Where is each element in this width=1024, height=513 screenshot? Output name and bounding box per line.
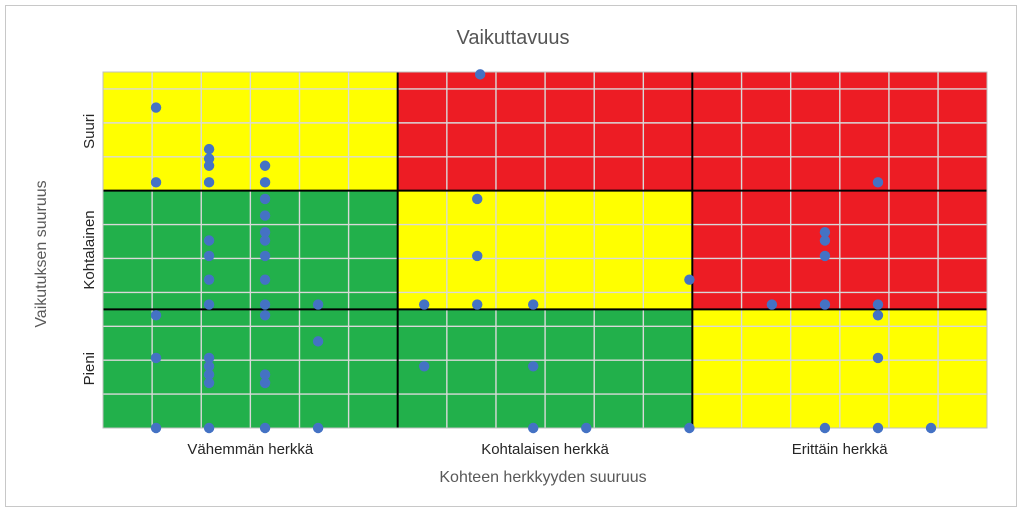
y-axis-title: Vaikutuksen suuruus [33,180,50,327]
data-point [528,361,539,372]
plot-area-outline [102,71,988,429]
data-point [150,177,162,188]
data-point [203,143,215,155]
data-point [259,377,271,389]
data-point [150,422,162,434]
data-point [819,250,831,262]
data-point [312,422,324,434]
data-point [872,177,884,188]
data-point [819,235,831,246]
data-point [259,193,271,205]
y-category-label: Suuri [81,114,98,149]
chart-frame: Vaikuttavuus Kohteen herkkyyden suuruus … [5,5,1017,507]
data-point [203,299,215,310]
data-point [259,177,271,188]
data-point [872,310,884,321]
x-category-label: Kohtalaisen herkkä [481,441,609,458]
data-point [203,177,215,188]
x-axis-title: Kohteen herkkyyden suuruus [439,469,646,486]
data-point [259,369,271,380]
data-point [203,153,215,164]
data-point [259,274,271,285]
data-point [418,299,430,310]
data-point [203,377,215,389]
impact-matrix-chart: Vaikuttavuus Kohteen herkkyyden suuruus … [33,27,988,486]
data-point [474,69,486,80]
data-point [312,299,324,310]
zone-borders-layer [102,71,988,429]
data-point [259,250,271,262]
data-point [872,299,884,310]
data-point [203,352,215,364]
data-point [259,422,271,434]
data-point [819,422,831,434]
data-point [472,299,483,310]
data-point [150,310,162,321]
chart-title: Vaikuttavuus [456,27,569,49]
data-point [259,235,271,246]
data-point [150,102,162,113]
data-point [684,422,695,434]
y-category-label: Kohtalainen [81,210,98,289]
data-point [819,227,831,238]
data-point [150,352,162,364]
data-point [259,210,271,221]
data-point [203,369,215,380]
data-point [528,422,539,434]
data-point [203,235,215,246]
x-category-label: Vähemmän herkkä [187,441,314,458]
points-layer [150,69,937,434]
data-point [203,361,215,372]
data-point [819,299,831,310]
data-point [581,422,592,434]
data-point [925,422,937,434]
data-point [528,299,539,310]
data-point [259,160,271,171]
data-point [203,274,215,285]
y-category-label: Pieni [81,352,98,385]
labels-layer: Vaikuttavuus Kohteen herkkyyden suuruus … [33,27,888,486]
data-point [203,160,215,171]
data-point [766,299,778,310]
data-point [203,250,215,262]
data-point [312,336,324,347]
data-point [872,352,884,364]
data-point [203,422,215,434]
data-point [472,193,483,205]
data-point [259,299,271,310]
x-category-label: Erittäin herkkä [792,441,889,458]
data-point [259,227,271,238]
data-point [472,250,483,262]
data-point [259,310,271,321]
data-point [684,274,695,285]
data-point [872,422,884,434]
data-point [418,361,430,372]
